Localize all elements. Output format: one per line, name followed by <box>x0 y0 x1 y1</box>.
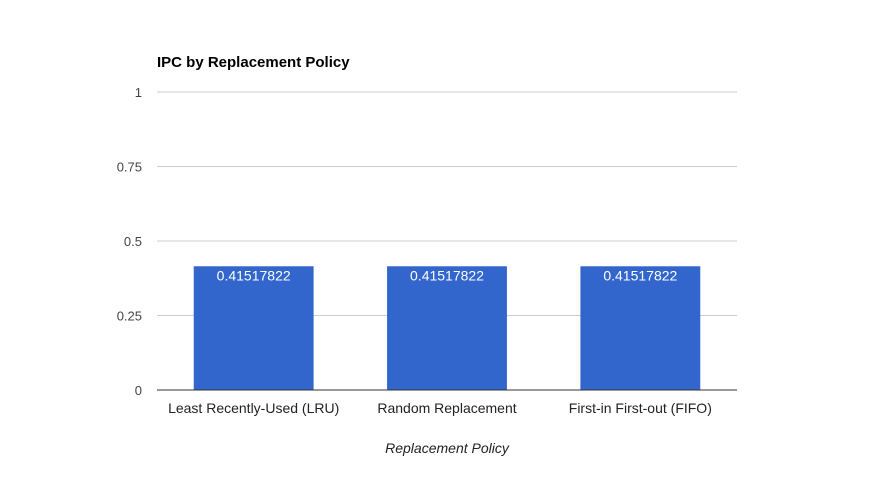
x-category-label: First-in First-out (FIFO) <box>569 400 712 416</box>
bars: 0.41517822 0.41517822 0.41517822 <box>193 266 701 390</box>
y-tick-label: 0.5 <box>124 234 142 249</box>
bar-data-label: 0.41517822 <box>603 267 677 283</box>
y-tick-label: 0.75 <box>117 160 142 175</box>
bar <box>387 266 507 390</box>
y-tick-label: 0.25 <box>117 309 142 324</box>
x-axis-title: Replacement Policy <box>385 440 510 456</box>
bar <box>193 266 314 390</box>
x-axis-categories: Least Recently-Used (LRU) Random Replacem… <box>168 400 712 416</box>
x-category-label: Least Recently-Used (LRU) <box>168 400 339 416</box>
bar-data-label: 0.41517822 <box>217 267 291 283</box>
y-tick-label: 1 <box>135 85 142 100</box>
y-axis-ticks: 0 0.25 0.5 0.75 1 <box>117 85 142 398</box>
bar <box>580 266 701 390</box>
x-category-label: Random Replacement <box>377 400 516 416</box>
y-tick-label: 0 <box>135 383 142 398</box>
chart-title: IPC by Replacement Policy <box>157 54 350 71</box>
bar-data-label: 0.41517822 <box>410 267 484 283</box>
